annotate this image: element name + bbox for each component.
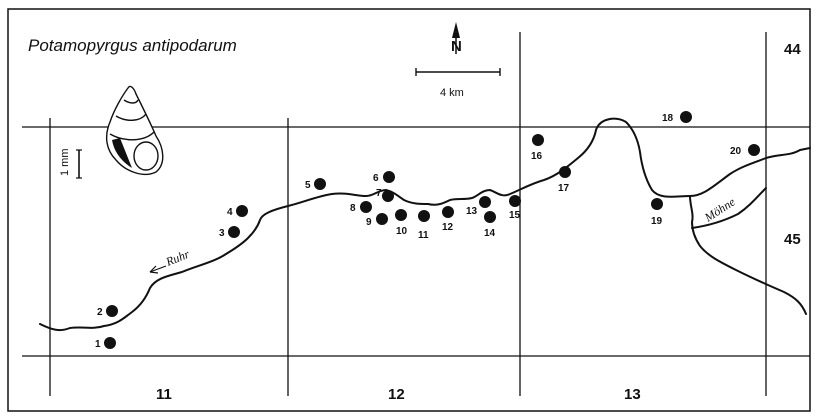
grid-label-45: 45 xyxy=(784,231,801,248)
mohne-side-branch xyxy=(691,187,767,229)
site-11-label: 11 xyxy=(418,230,429,241)
north-arrow-icon: N xyxy=(451,22,462,55)
site-2-marker xyxy=(106,305,118,317)
scale-bar xyxy=(415,68,501,76)
ruhr-river-line xyxy=(39,117,811,332)
site-12-marker xyxy=(442,206,454,218)
site-3-label: 3 xyxy=(219,228,225,239)
site-20-marker xyxy=(748,144,760,156)
snail-whorl-3 xyxy=(109,131,155,141)
site-16-marker xyxy=(532,134,544,146)
grid-label-13: 13 xyxy=(624,386,641,403)
ruhr-arrow-head xyxy=(149,265,159,274)
site-15-marker xyxy=(509,195,521,207)
site-8-marker xyxy=(360,201,372,213)
snail-shell-icon xyxy=(105,85,164,176)
mohne-label: Möhne xyxy=(701,194,738,225)
snail-whorl-2 xyxy=(115,113,147,121)
ruhr-flow-arrow xyxy=(149,265,167,274)
site-13-label: 13 xyxy=(466,206,478,217)
snail-shading xyxy=(112,138,132,168)
site-15-label: 15 xyxy=(509,210,521,221)
site-2-label: 2 xyxy=(97,307,103,318)
site-16-label: 16 xyxy=(531,151,543,162)
site-12-label: 12 xyxy=(442,222,454,233)
site-9-label: 9 xyxy=(366,217,372,228)
site-9-marker xyxy=(376,213,388,225)
map-frame xyxy=(7,8,811,412)
ruhr-arrow-shaft xyxy=(149,265,167,273)
site-6-label: 6 xyxy=(373,173,379,184)
rivers xyxy=(39,117,811,332)
site-4-marker xyxy=(236,205,248,217)
scale-label: 4 km xyxy=(440,87,464,99)
site-18-label: 18 xyxy=(662,113,674,124)
grid-lines xyxy=(22,32,810,396)
site-7-label: 7 xyxy=(376,188,382,199)
site-14-marker xyxy=(484,211,496,223)
grid-label-12: 12 xyxy=(388,386,405,403)
site-19-label: 19 xyxy=(651,216,663,227)
north-arrow-head xyxy=(452,22,460,38)
site-10-label: 10 xyxy=(396,226,408,237)
site-20-label: 20 xyxy=(730,146,742,157)
mohne-river-line xyxy=(689,195,807,315)
site-8-label: 8 xyxy=(350,203,356,214)
site-11-marker xyxy=(418,210,430,222)
site-14-label: 14 xyxy=(484,228,496,239)
site-6-marker xyxy=(383,171,395,183)
snail-aperture xyxy=(133,141,159,171)
site-3-marker xyxy=(228,226,240,238)
ruhr-label: Ruhr xyxy=(163,247,192,269)
snail-scale-label: 1 mm xyxy=(59,149,71,177)
site-17-label: 17 xyxy=(558,183,570,194)
grid-label-11: 11 xyxy=(156,386,172,403)
north-label: N xyxy=(451,38,462,55)
grid-label-44: 44 xyxy=(784,41,801,58)
site-19-marker xyxy=(651,198,663,210)
site-17-marker xyxy=(559,166,571,178)
site-5-marker xyxy=(314,178,326,190)
site-18-marker xyxy=(680,111,692,123)
site-13-marker xyxy=(479,196,491,208)
site-1-label: 1 xyxy=(95,339,101,350)
site-7-marker xyxy=(382,190,394,202)
site-5-label: 5 xyxy=(305,180,311,191)
site-1-marker xyxy=(104,337,116,349)
site-4-label: 4 xyxy=(227,207,233,218)
map-title: Potamopyrgus antipodarum xyxy=(28,36,237,55)
snail-whorl-1 xyxy=(123,99,139,104)
site-10-marker xyxy=(395,209,407,221)
